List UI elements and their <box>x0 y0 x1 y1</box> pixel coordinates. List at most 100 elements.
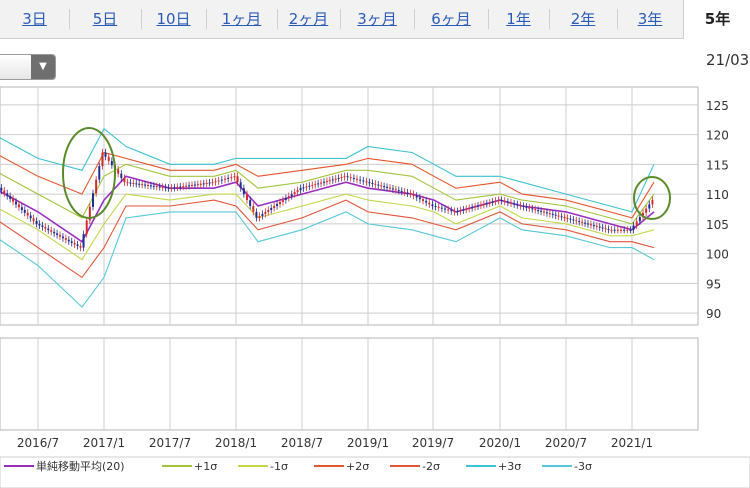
candle-body <box>616 229 619 231</box>
candle-body <box>132 182 135 184</box>
tab-1[interactable]: 3日 <box>22 10 47 28</box>
candle-body <box>623 229 626 231</box>
candle-body <box>632 225 635 230</box>
candle-body <box>32 218 35 222</box>
candle-body <box>365 181 368 183</box>
candle-body <box>428 202 431 205</box>
candle-body <box>371 182 374 184</box>
tab-5[interactable]: 2ヶ月 <box>288 10 329 28</box>
candle-body <box>415 195 418 198</box>
candle-body <box>176 186 179 188</box>
x-tick-label: 2019/1 <box>347 436 389 450</box>
candle-body <box>459 210 462 212</box>
candle-body <box>516 204 519 206</box>
candle-body <box>578 221 581 223</box>
date-label: 21/03 <box>706 51 750 69</box>
y-tick-label: 115 <box>706 158 729 172</box>
candle-body <box>92 193 94 207</box>
candle-body <box>540 210 543 212</box>
candle-body <box>170 187 173 189</box>
candle-body <box>182 186 185 188</box>
candle-body <box>425 200 428 203</box>
candle-body <box>155 186 158 188</box>
candle-body <box>635 221 638 226</box>
candle-body <box>239 182 242 189</box>
candle-body <box>589 224 592 226</box>
candle-body <box>488 202 491 204</box>
candle-body <box>296 190 299 193</box>
x-tick-label: 2020/1 <box>479 436 521 450</box>
candle-body <box>161 186 164 188</box>
candle-body <box>211 182 214 184</box>
candle-body <box>485 203 488 205</box>
candle-body <box>613 229 616 231</box>
tab-11[interactable]: 5年 <box>683 0 750 39</box>
tab-9[interactable]: 2年 <box>570 10 596 28</box>
candle-body <box>76 244 79 247</box>
tab-3[interactable]: 10日 <box>156 10 191 28</box>
candle-body <box>334 178 337 180</box>
candle-body <box>560 216 563 218</box>
series-line <box>0 163 655 225</box>
candle-body <box>270 207 273 210</box>
x-tick-label: 2021/1 <box>611 436 653 450</box>
tab-4[interactable]: 1ヶ月 <box>221 10 262 28</box>
series-line <box>0 151 655 219</box>
candle-body <box>252 206 255 212</box>
candle-body <box>403 191 406 193</box>
candle-body <box>352 177 355 179</box>
candle-body <box>290 194 293 197</box>
candle-body <box>35 221 38 224</box>
candle-body <box>217 180 220 182</box>
tab-10[interactable]: 3年 <box>637 10 663 28</box>
candle-body <box>196 184 199 186</box>
tab-separator <box>617 9 618 29</box>
candle-body <box>67 239 70 242</box>
chart-type-dropdown[interactable]: ▼ <box>0 54 56 80</box>
legend-label: 単純移動平均(20) <box>36 459 125 473</box>
series-line <box>0 127 655 213</box>
candle-body <box>431 204 434 206</box>
series-line <box>0 175 655 243</box>
y-tick-label: 90 <box>706 307 721 321</box>
chevron-down-icon: ▼ <box>31 55 55 79</box>
y-tick-label: 95 <box>706 277 721 291</box>
candle-body <box>409 193 412 195</box>
candle-body <box>242 188 245 195</box>
candle-body <box>6 193 9 197</box>
candle-body <box>551 213 554 215</box>
candle-body <box>465 208 468 210</box>
candle-body <box>595 225 598 227</box>
candle-body <box>110 160 113 166</box>
candle-body <box>3 190 6 194</box>
candle-body <box>205 182 208 184</box>
candle-body <box>305 186 308 188</box>
tab-7[interactable]: 6ヶ月 <box>431 10 471 28</box>
candle-body <box>343 176 346 178</box>
candle-body <box>638 217 641 222</box>
candle-body <box>626 229 629 231</box>
tab-6[interactable]: 3ヶ月 <box>357 10 397 28</box>
candle-body <box>173 187 176 189</box>
candle-body <box>264 211 267 214</box>
tab-8[interactable]: 1年 <box>506 10 531 28</box>
candle-body <box>107 156 110 161</box>
candle-body <box>337 177 340 179</box>
candle-body <box>164 187 167 189</box>
candle-body <box>82 234 85 248</box>
candle-body <box>604 228 607 230</box>
candle-body <box>500 200 503 202</box>
candle-body <box>482 204 485 206</box>
candle-body <box>141 184 144 186</box>
candle-body <box>167 187 170 189</box>
candle-body <box>191 184 193 186</box>
candle-body <box>346 176 349 178</box>
candle-body <box>276 204 279 206</box>
y-tick-label: 105 <box>706 218 729 232</box>
legend-label: -2σ <box>422 460 440 473</box>
candle-body <box>29 215 32 219</box>
candle-body <box>220 179 223 181</box>
tab-2[interactable]: 5日 <box>92 10 118 28</box>
legend-label: -3σ <box>574 460 592 473</box>
